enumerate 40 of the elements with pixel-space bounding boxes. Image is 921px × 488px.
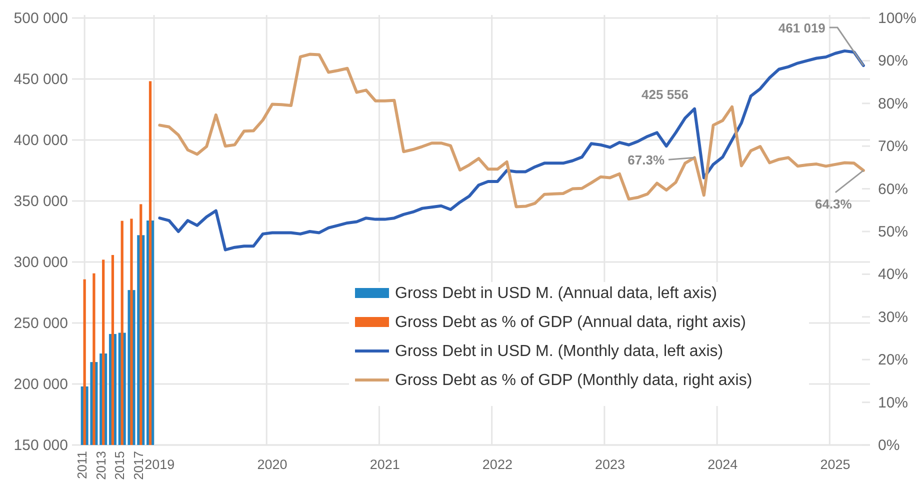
y-tick-label: 400 000 [14,132,68,149]
y2-tick-label: 60% [878,180,908,198]
x-tick-label: 2015 [112,451,128,480]
y2-tick-label: 10% [878,394,908,412]
data-label: 425 556 [642,86,689,102]
y2-tick-label: 100% [878,10,916,27]
legend-label: Gross Debt as % of GDP (Annual data, right axis) [395,314,746,331]
x-tick-label: 2019 [144,457,175,472]
y-tick-label: 200 000 [14,376,68,393]
x-tick-label: 2025 [820,457,850,472]
y2-tick-label: 90% [878,52,908,70]
data-label: 461 019 [778,20,826,36]
data-label: 67.3% [628,152,665,168]
line-series [158,49,865,252]
y2-tick-label: 20% [878,352,908,369]
y-tick-label: 450 000 [14,71,68,88]
x-tick-label: 2017 [130,451,146,480]
x-tick-label: 2011 [74,451,90,479]
x-tick-label: 2013 [93,451,108,480]
y2-tick-label: 80% [878,95,908,112]
y-tick-label: 150 000 [14,437,68,454]
x-tick-label: 2021 [370,457,400,472]
data-label: 64.3% [814,196,852,212]
x-tick-label: 2024 [708,457,738,472]
x-tick-label: 2020 [257,457,288,472]
y-tick-label: 500 000 [14,10,68,27]
legend-label: Gross Debt as % of GDP (Monthly data, right axis) [395,372,752,389]
y-tick-label: 300 000 [14,254,68,271]
y-tick-label: 350 000 [14,193,68,210]
y-tick-label: 250 000 [14,315,68,332]
legend-label: Gross Debt in USD M. (Annual data, left axis) [395,285,717,302]
x-tick-label: 2023 [595,457,626,472]
legend-label: Gross Debt in USD M. (Monthly data, left axis) [395,343,724,360]
y2-tick-label: 30% [878,308,908,326]
y2-tick-label: 0% [878,437,900,454]
x-tick-label: 2022 [482,457,512,472]
y2-tick-label: 70% [878,138,908,156]
line-series [158,52,865,208]
y2-tick-label: 40% [878,266,908,284]
y2-tick-label: 50% [878,224,908,240]
